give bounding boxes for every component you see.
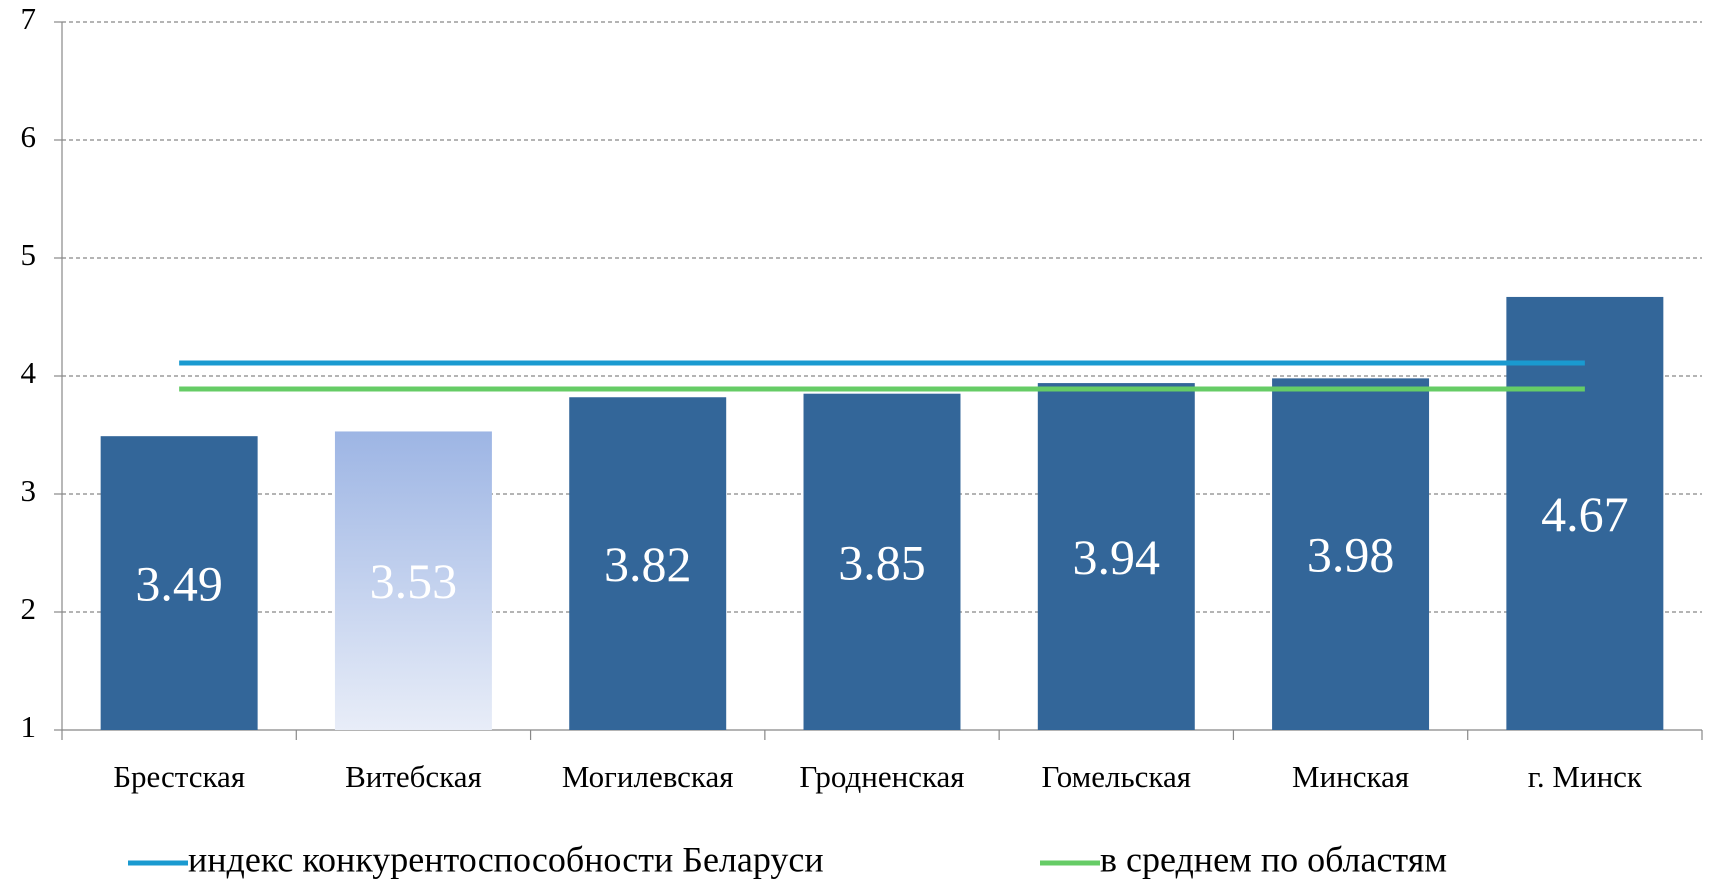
bar — [803, 393, 961, 730]
y-tick-label: 4 — [21, 355, 37, 390]
x-tick-label: Гродненская — [799, 759, 964, 794]
y-tick-label: 6 — [21, 119, 37, 154]
value-label: 3.94 — [1073, 529, 1161, 585]
x-tick-label: Витебская — [345, 759, 482, 794]
y-tick-label: 1 — [21, 709, 37, 744]
value-label: 3.49 — [135, 556, 223, 612]
legend-label: в среднем по областям — [1100, 839, 1447, 879]
bar — [569, 397, 727, 730]
bar — [1506, 296, 1664, 730]
bar — [100, 436, 258, 730]
value-label: 3.53 — [370, 553, 458, 609]
x-tick-label: Гомельская — [1042, 759, 1191, 794]
value-label: 3.98 — [1307, 527, 1395, 583]
value-label: 3.85 — [838, 534, 926, 590]
bar — [334, 431, 492, 730]
x-tick-label: Могилевская — [562, 759, 734, 794]
value-label: 3.82 — [604, 536, 692, 592]
value-label: 4.67 — [1541, 486, 1629, 542]
legend-label: индекс конкурентоспособности Беларуси — [188, 839, 824, 879]
y-tick-label: 3 — [21, 473, 37, 508]
x-tick-label: Брестская — [113, 759, 245, 794]
bar — [1272, 378, 1430, 730]
bar — [1037, 383, 1195, 730]
y-tick-label: 5 — [21, 237, 37, 272]
y-tick-label: 2 — [21, 591, 37, 626]
x-tick-label: Минская — [1292, 759, 1409, 794]
x-tick-label: г. Минск — [1528, 759, 1643, 794]
y-tick-label: 7 — [21, 1, 37, 36]
